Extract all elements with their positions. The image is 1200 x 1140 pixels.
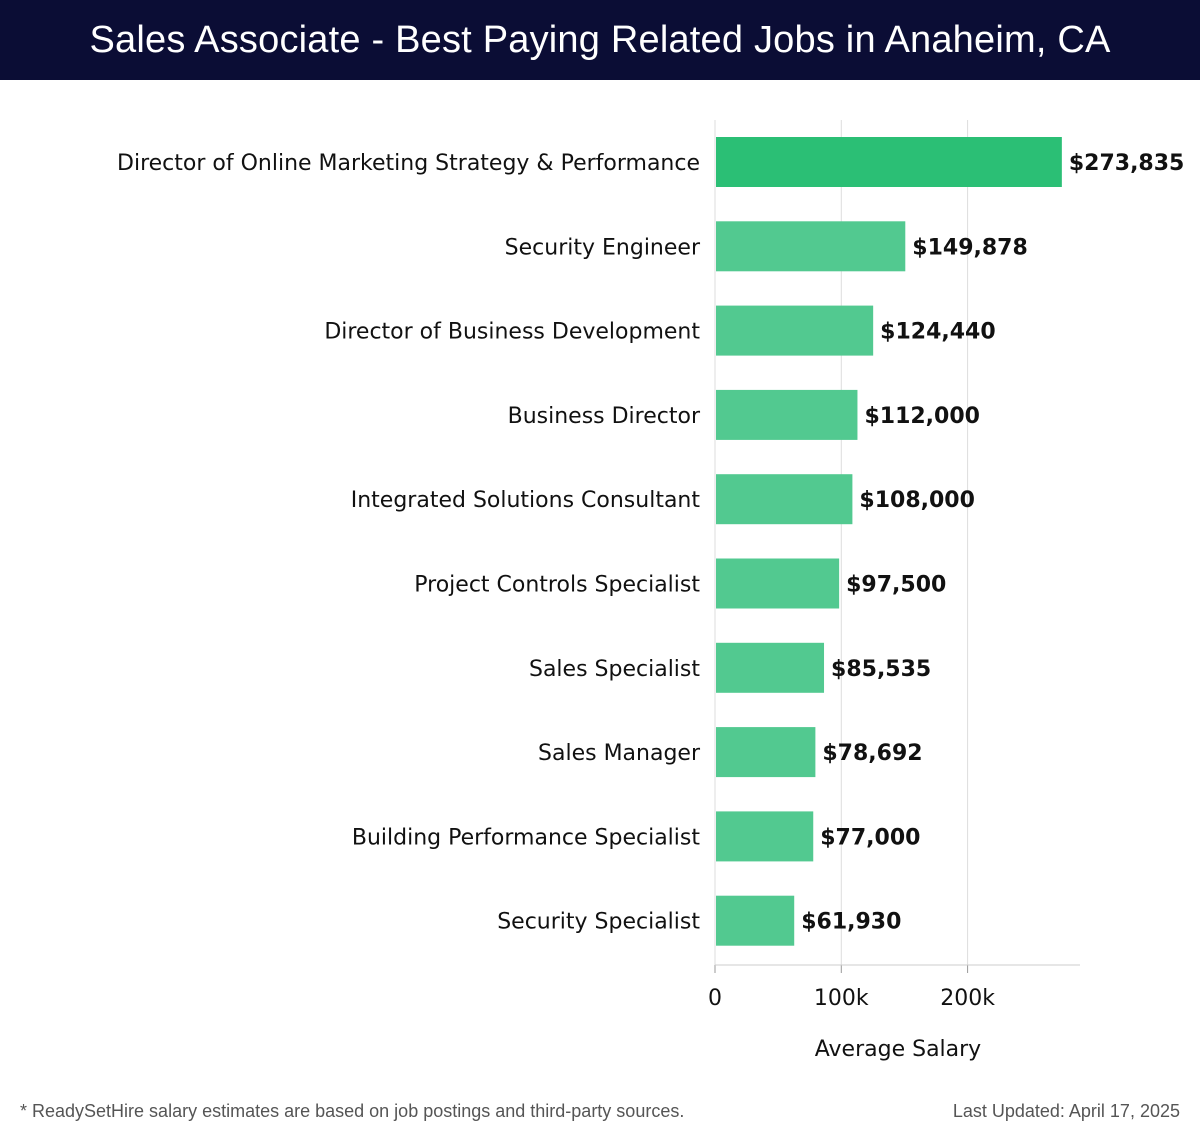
- bar: [716, 558, 840, 609]
- bar: [716, 642, 825, 693]
- value-label: $149,878: [912, 235, 1028, 260]
- x-axis-title: Average Salary: [815, 1037, 981, 1062]
- value-label: $77,000: [820, 825, 920, 850]
- bar: [716, 895, 795, 946]
- bars: [716, 137, 1062, 946]
- category-label: Building Performance Specialist: [352, 825, 700, 850]
- category-label: Director of Online Marketing Strategy & …: [117, 151, 700, 176]
- salary-bar-chart: Director of Online Marketing Strategy & …: [117, 120, 1184, 1062]
- value-label: $108,000: [859, 488, 975, 513]
- category-label: Sales Manager: [538, 741, 701, 766]
- category-label: Security Engineer: [505, 235, 701, 260]
- value-label: $85,535: [831, 657, 931, 682]
- bar: [716, 221, 906, 272]
- last-updated: Last Updated: April 17, 2025: [952, 1101, 1180, 1121]
- bar: [716, 389, 858, 440]
- category-labels: Director of Online Marketing Strategy & …: [117, 151, 701, 935]
- category-label: Integrated Solutions Consultant: [351, 488, 701, 513]
- x-tick-label: 0: [708, 986, 722, 1011]
- bar: [716, 811, 814, 862]
- category-label: Project Controls Specialist: [414, 573, 700, 598]
- value-label: $112,000: [864, 404, 980, 429]
- bar: [716, 474, 853, 525]
- footer-note: * ReadySetHire salary estimates are base…: [20, 1101, 685, 1121]
- value-label: $61,930: [801, 910, 901, 935]
- value-label: $97,500: [846, 573, 946, 598]
- bar: [716, 727, 816, 778]
- chart-header: Sales Associate - Best Paying Related Jo…: [0, 0, 1200, 80]
- bar: [716, 305, 874, 356]
- chart-title: Sales Associate - Best Paying Related Jo…: [89, 18, 1111, 61]
- value-labels: $273,835 $149,878 $124,440 $112,000 $108,000…: [801, 151, 1184, 935]
- category-label: Business Director: [508, 404, 701, 429]
- x-tick-label: 200k: [940, 986, 995, 1011]
- value-label: $124,440: [880, 320, 996, 345]
- x-tick-label: 100k: [814, 986, 869, 1011]
- category-label: Sales Specialist: [529, 657, 700, 682]
- value-label: $78,692: [822, 741, 922, 766]
- x-axis: 0 100k 200k Average Salary: [708, 964, 1080, 1062]
- bar: [716, 137, 1062, 187]
- category-label: Security Specialist: [497, 910, 700, 935]
- value-label: $273,835: [1069, 151, 1185, 176]
- category-label: Director of Business Development: [324, 320, 700, 345]
